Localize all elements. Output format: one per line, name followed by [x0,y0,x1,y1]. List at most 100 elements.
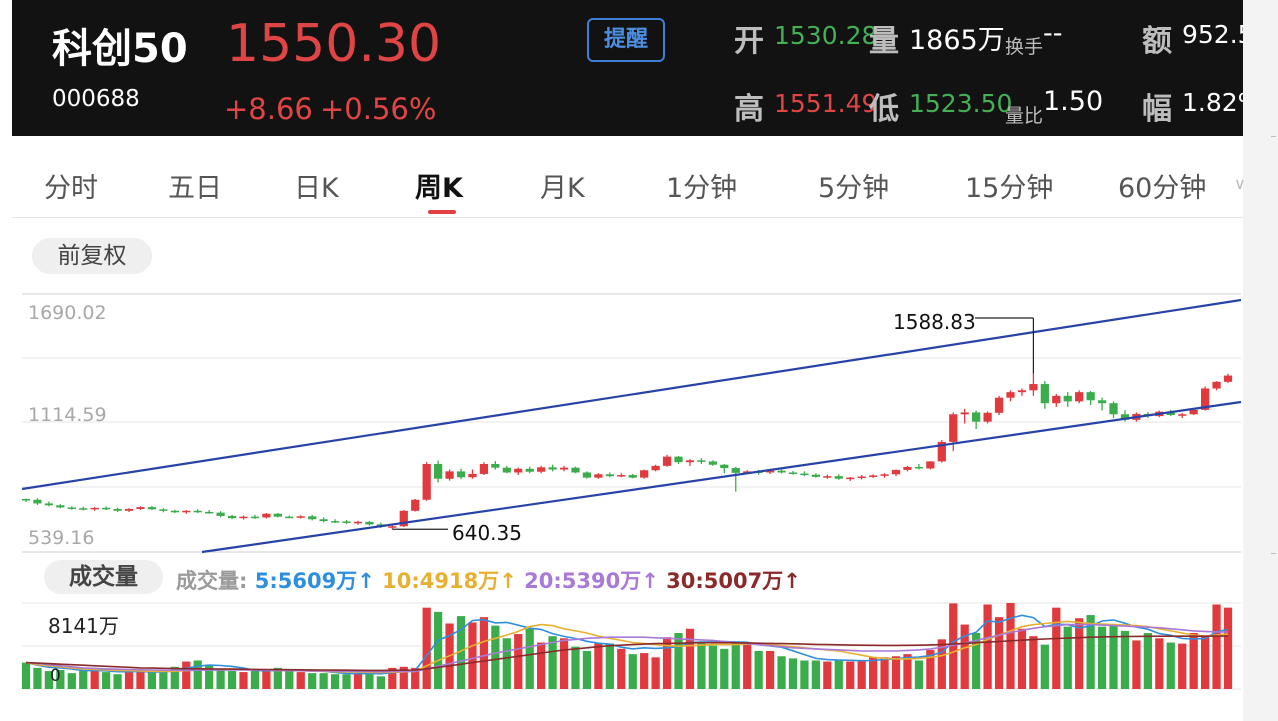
volume-bar [502,638,511,689]
candle-body [1223,375,1233,382]
volume-bar [422,607,431,689]
volume-bar [869,657,878,689]
volume-bar [708,645,717,689]
volume-bar [731,643,740,689]
vol-ratio-value: 1.50 [1043,86,1104,117]
volume-bar [388,667,397,689]
volume-bar [651,657,660,689]
candle-body [330,521,340,523]
tab-five-day[interactable]: 五日 [168,173,222,204]
candle-body [685,460,695,463]
volume-bar [250,671,260,689]
volume-bar [44,671,54,689]
volume-bar [1052,607,1061,689]
arrow-up-icon: ↑ [357,569,375,593]
volume-value: 1865万 [909,25,1005,56]
adjust-toggle[interactable]: 前复权 [32,238,152,274]
candle-body [1166,411,1175,416]
ma10-legend: 10:4918万 [382,569,500,593]
candle-body [983,412,992,422]
volume-bar [571,646,580,689]
volume-bar [582,650,592,689]
volume-bar [1143,633,1152,689]
candle-body [514,468,523,473]
volume-bar [594,643,603,689]
volume-bar [1178,643,1187,689]
volume-bar [1189,633,1198,689]
volume-bar [1097,626,1107,689]
candle-body [1063,395,1072,402]
candle-body [193,510,202,513]
candle-body [250,516,260,519]
volume-zero-label: 0 [50,666,61,686]
candle-body [353,521,363,524]
chevron-down-icon[interactable]: ∨ [1234,174,1246,193]
candle-body [1086,392,1095,401]
volume-bar [205,665,214,689]
volume-bar [296,672,305,689]
candle-body [124,508,134,511]
tab-60min[interactable]: 60分钟 [1118,173,1207,204]
candle-body [445,471,454,479]
y-label-min: 539.16 [28,527,95,549]
tab-week-k[interactable]: 周K [415,173,463,204]
candle-body [834,476,843,479]
candle-body [765,470,775,473]
volume-legend: 成交量: 5:5609万↑ 10:4918万↑ 20:5390万↑ 30:500… [176,565,801,595]
volume-label: 量 [869,24,899,59]
open-label: 开 [734,24,764,59]
candle-body [296,516,305,518]
volume-bar [319,673,328,689]
remind-button[interactable]: 提醒 [587,18,665,62]
arrow-up-icon: ↑ [641,569,659,593]
high-marker-label: 1588.83 [893,310,976,334]
tab-1min[interactable]: 1分钟 [666,173,738,204]
amount-label: 额 [1142,24,1172,59]
volume-bar [834,659,843,689]
volume-bar [674,633,683,689]
candle-body [548,467,557,470]
volume-bar [1200,636,1210,689]
y-label-mid: 1114.59 [28,404,107,426]
last-price: 1550.30 [226,14,442,74]
side-panel-edge [1243,0,1278,721]
tab-intraday[interactable]: 分时 [44,173,98,204]
tab-15min[interactable]: 15分钟 [965,173,1054,204]
candle-body [537,467,546,472]
volume-bar [788,658,798,689]
candle-body [79,508,88,510]
period-tabs: 分时 五日 日K 周K 月K 1分钟 5分钟 15分钟 60分钟 ∨ [12,150,1246,218]
candle-body [1120,414,1130,420]
volume-bar [857,660,866,689]
candle-body [456,471,466,478]
quote-header: 科创50 000688 1550.30 +8.66 +0.56% 提醒 开 15… [12,0,1261,136]
volume-bar [159,671,168,689]
candle-body [1212,381,1221,389]
candle-body [273,513,282,517]
candle-body [1109,403,1118,415]
candle-body [800,473,809,476]
candle-body [846,477,855,480]
volume-bar [67,673,76,689]
volume-bar [262,669,271,689]
volume-bar [800,660,809,689]
candle-body [411,499,420,511]
volume-bar [330,674,340,689]
tab-day-k[interactable]: 日K [294,173,339,204]
candle-body [365,521,374,525]
tab-month-k[interactable]: 月K [540,173,585,204]
candle-body [308,516,317,520]
volume-bar [342,674,351,689]
candle-body [571,467,580,473]
volume-bar [1040,644,1049,689]
volume-indicator-toggle[interactable]: 成交量 [44,560,163,594]
tab-5min[interactable]: 5分钟 [818,173,890,204]
candle-body [640,470,649,478]
volume-bar [182,661,191,689]
candle-body [777,470,786,473]
volume-bar [1063,626,1072,689]
kline-chart[interactable] [0,0,1243,721]
volume-ma20-line [25,623,1229,673]
channel-lines [21,298,1242,554]
turnover-label: 换手 [1005,36,1044,58]
